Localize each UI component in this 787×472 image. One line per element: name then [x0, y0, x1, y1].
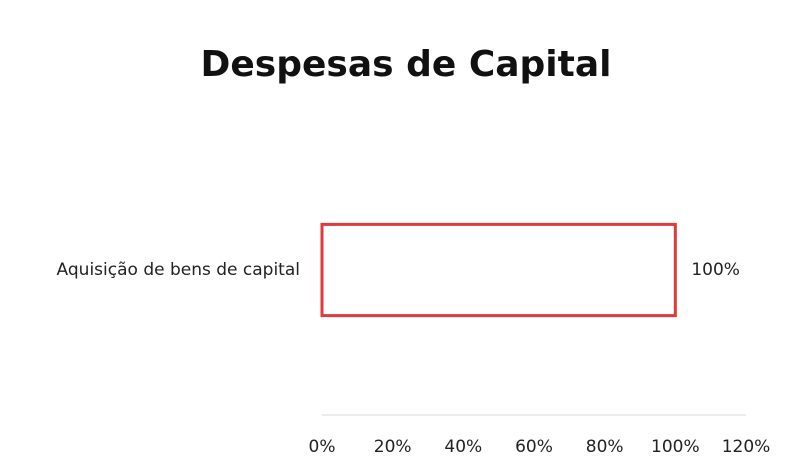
y-tick-label: Aquisição de bens de capital	[57, 260, 300, 280]
x-tick-label: 0%	[309, 437, 336, 457]
x-tick-label: 80%	[586, 437, 624, 457]
chart-title: Despesas de Capital	[201, 44, 612, 85]
data-label: 100%	[691, 260, 740, 280]
x-tick-label: 40%	[444, 437, 482, 457]
x-tick-label: 20%	[374, 437, 412, 457]
x-tick-label: 120%	[722, 437, 771, 457]
bar	[320, 222, 677, 318]
x-tick-label: 60%	[515, 437, 553, 457]
x-tick-label: 100%	[651, 437, 700, 457]
